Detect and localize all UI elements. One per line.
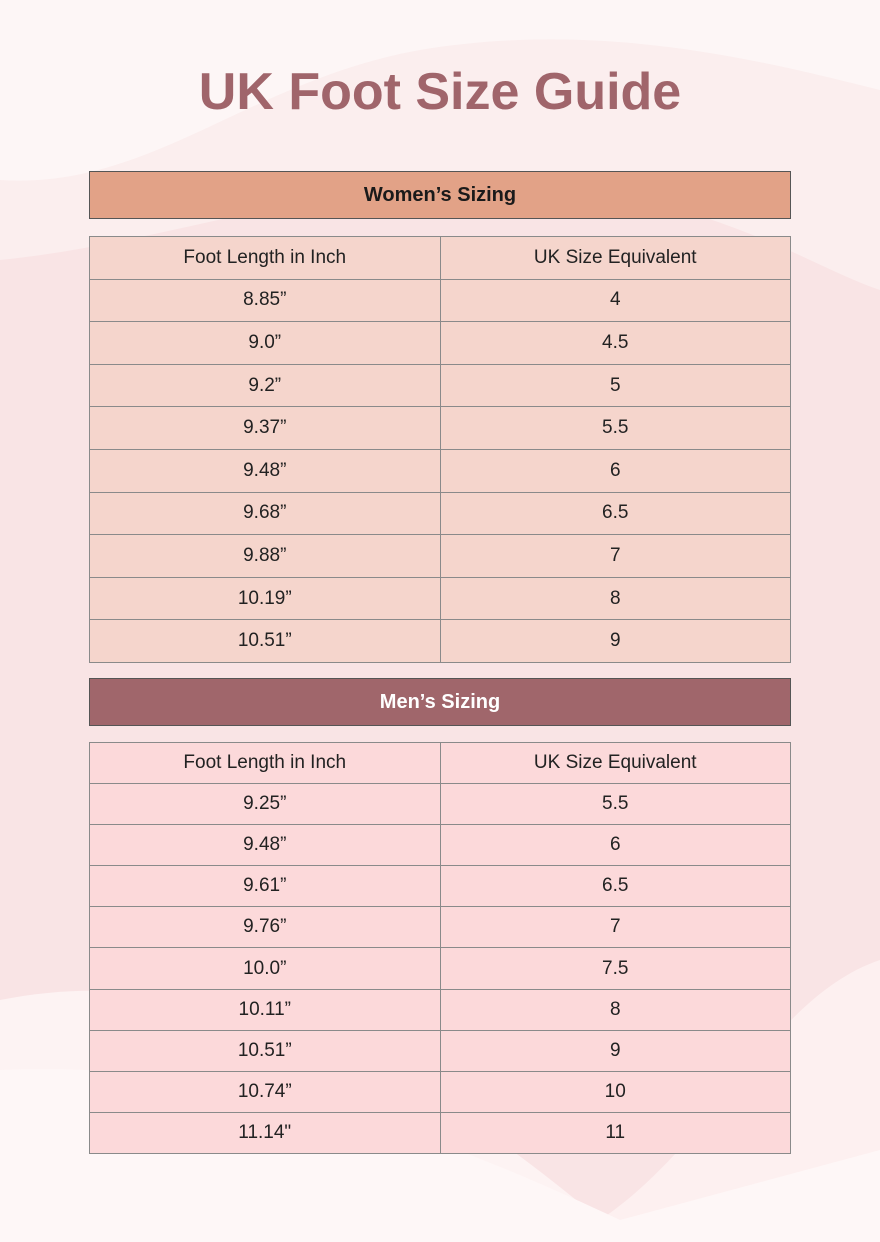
- table-row: 9.61” 6.5: [89, 865, 791, 908]
- uk-size-cell: 7: [439, 534, 791, 578]
- uk-size-cell: 11: [439, 1111, 791, 1154]
- page-title: UK Foot Size Guide: [198, 63, 682, 121]
- column-header: Foot Length in Inch: [89, 741, 441, 785]
- table-row: 10.51” 9: [89, 1029, 791, 1072]
- uk-size-cell: 6.5: [439, 865, 791, 908]
- table-row: 10.0” 7.5: [89, 947, 791, 990]
- foot-length-cell: 8.85”: [89, 278, 441, 323]
- foot-length-cell: 9.48”: [89, 824, 441, 867]
- table-row: 9.68” 6.5: [89, 491, 791, 536]
- table-row: 10.11” 8: [89, 988, 791, 1031]
- table-row: 9.88” 7: [89, 534, 791, 578]
- uk-size-cell: 7.5: [439, 947, 791, 990]
- foot-length-cell: 10.51”: [89, 619, 441, 663]
- table-row: 9.48” 6: [89, 448, 791, 493]
- foot-length-cell: 9.48”: [89, 448, 441, 493]
- foot-length-cell: 9.68”: [89, 491, 441, 536]
- uk-size-cell: 8: [439, 576, 791, 621]
- foot-length-cell: 9.25”: [89, 783, 441, 826]
- uk-size-cell: 4: [439, 278, 791, 323]
- column-header: Foot Length in Inch: [89, 236, 441, 280]
- foot-length-cell: 10.19”: [89, 576, 441, 621]
- table-header-row: Foot Length in Inch UK Size Equivalent: [89, 741, 791, 785]
- men-sizing-table: Foot Length in Inch UK Size Equivalent 9.2…: [89, 741, 791, 1154]
- column-header: UK Size Equivalent: [439, 236, 791, 280]
- foot-length-cell: 10.0”: [89, 947, 441, 990]
- uk-size-cell: 6.5: [439, 491, 791, 536]
- foot-length-cell: 9.61”: [89, 865, 441, 908]
- table-row: 9.37” 5.5: [89, 406, 791, 450]
- foot-length-cell: 11.14": [89, 1111, 441, 1154]
- uk-size-cell: 7: [439, 906, 791, 949]
- foot-length-cell: 9.88”: [89, 534, 441, 578]
- women-sizing-table: Foot Length in Inch UK Size Equivalent 8.8…: [89, 236, 791, 663]
- foot-length-cell: 10.51”: [89, 1029, 441, 1072]
- uk-size-cell: 5: [439, 363, 791, 408]
- uk-size-cell: 4.5: [439, 321, 791, 365]
- table-row: 9.76” 7: [89, 906, 791, 949]
- foot-length-cell: 10.11”: [89, 988, 441, 1031]
- men-sizing-heading: Men’s Sizing: [89, 678, 791, 726]
- foot-length-cell: 9.0”: [89, 321, 441, 365]
- foot-length-cell: 10.74”: [89, 1070, 441, 1113]
- table-header-row: Foot Length in Inch UK Size Equivalent: [89, 236, 791, 280]
- uk-size-cell: 6: [439, 824, 791, 867]
- table-row: 9.48” 6: [89, 824, 791, 867]
- table-row: 10.51” 9: [89, 619, 791, 663]
- foot-length-cell: 9.2”: [89, 363, 441, 408]
- column-header: UK Size Equivalent: [439, 741, 791, 785]
- table-row: 10.74” 10: [89, 1070, 791, 1113]
- table-row: 11.14" 11: [89, 1111, 791, 1154]
- table-row: 9.25” 5.5: [89, 783, 791, 826]
- uk-size-cell: 9: [439, 619, 791, 663]
- women-sizing-heading: Women’s Sizing: [89, 171, 791, 219]
- uk-size-cell: 5.5: [439, 783, 791, 826]
- uk-size-cell: 10: [439, 1070, 791, 1113]
- uk-size-cell: 8: [439, 988, 791, 1031]
- table-row: 9.2” 5: [89, 363, 791, 408]
- uk-size-cell: 9: [439, 1029, 791, 1072]
- table-row: 9.0” 4.5: [89, 321, 791, 365]
- foot-length-cell: 9.37”: [89, 406, 441, 450]
- table-row: 10.19” 8: [89, 576, 791, 621]
- table-row: 8.85” 4: [89, 278, 791, 323]
- uk-size-cell: 6: [439, 448, 791, 493]
- uk-size-cell: 5.5: [439, 406, 791, 450]
- foot-length-cell: 9.76”: [89, 906, 441, 949]
